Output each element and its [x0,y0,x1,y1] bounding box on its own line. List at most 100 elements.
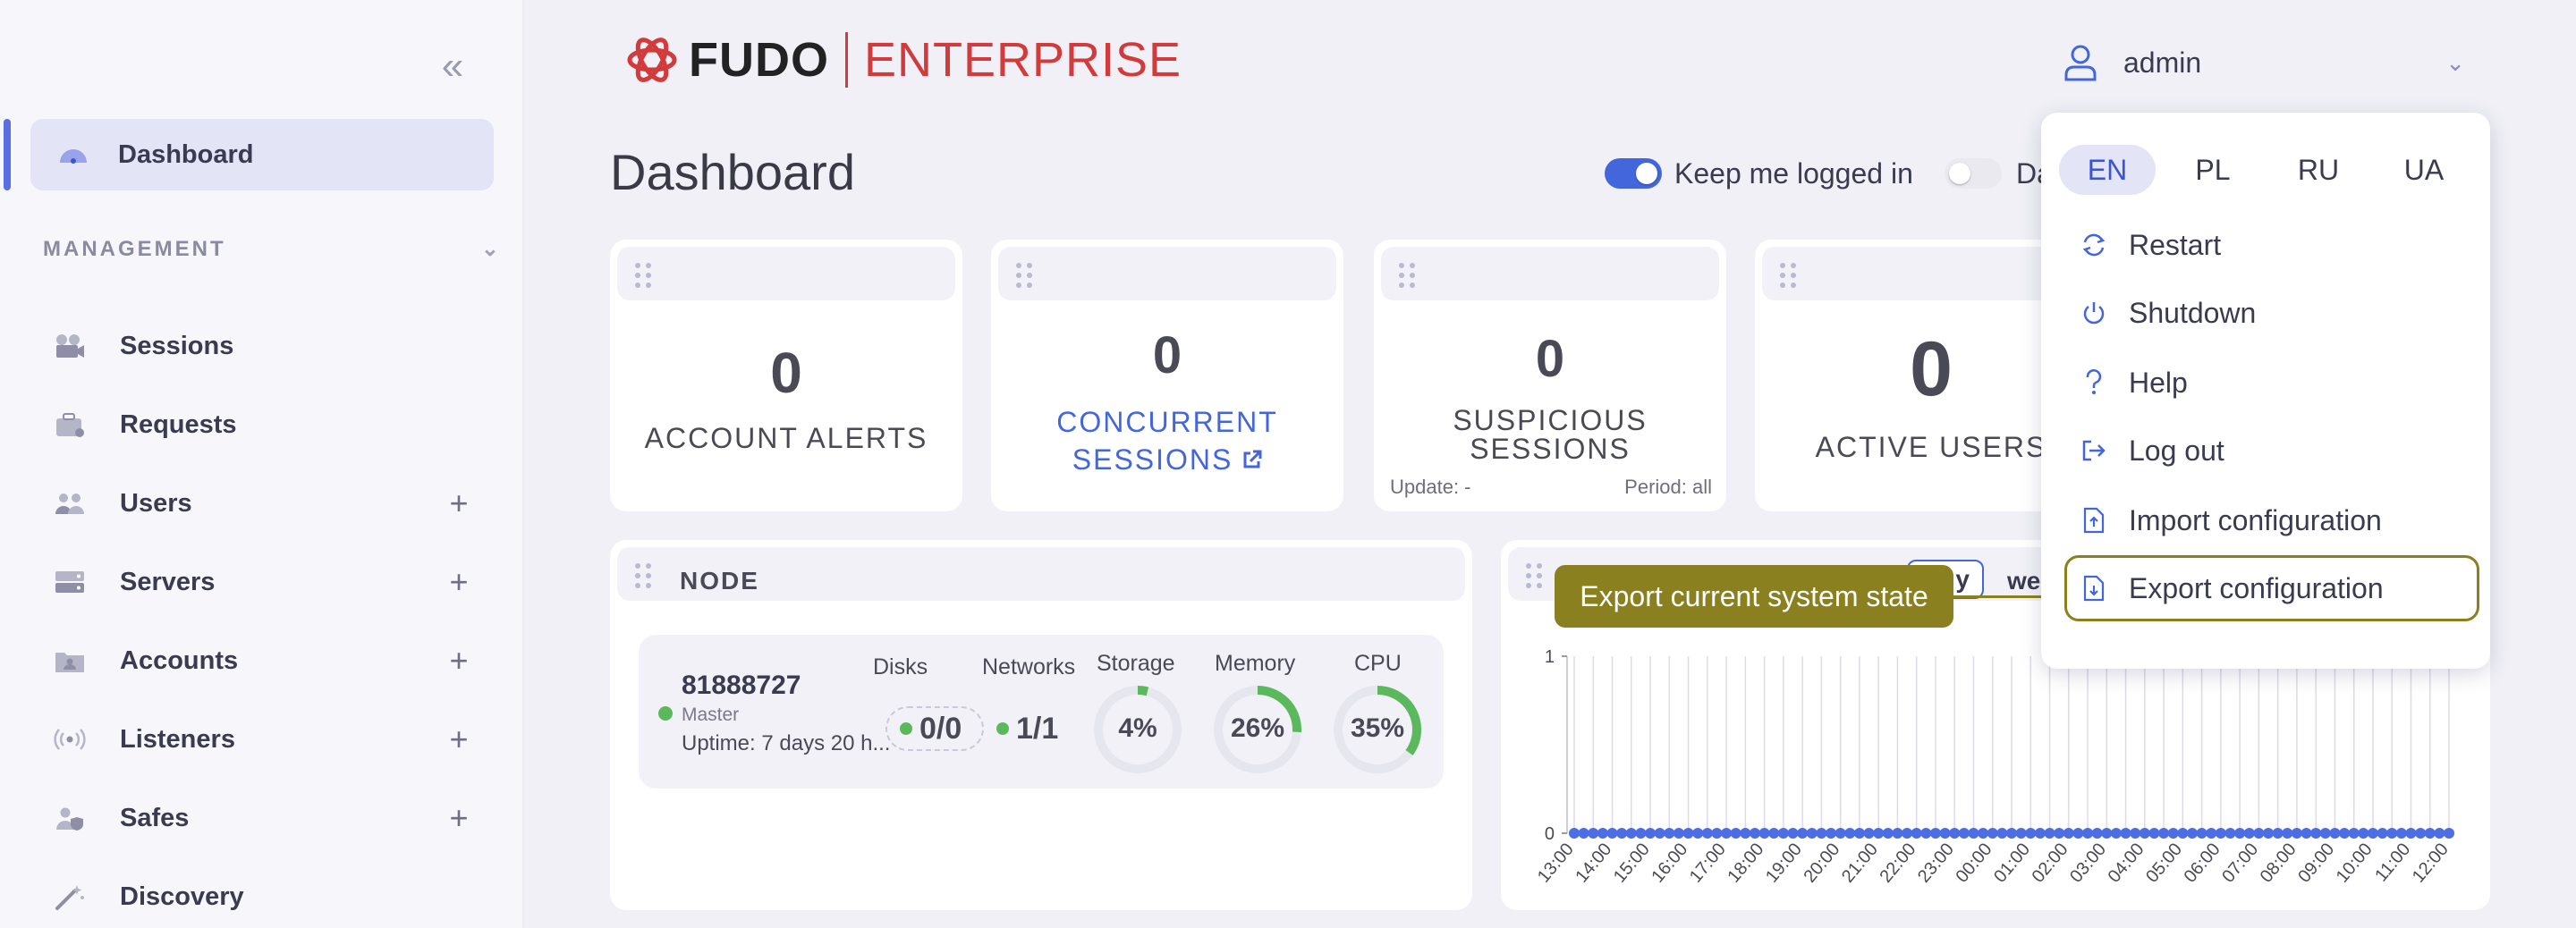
data-point[interactable] [1749,828,1760,839]
data-point[interactable] [2434,828,2445,839]
data-point[interactable] [1911,828,1922,839]
data-point[interactable] [2186,828,2198,839]
data-point[interactable] [1844,828,1856,839]
lang-option-pl[interactable]: PL [2195,153,2231,186]
data-point[interactable] [1635,828,1647,839]
data-point[interactable] [1692,828,1704,839]
data-point[interactable] [1721,828,1733,839]
data-point[interactable] [2291,828,2302,839]
lang-option-ua[interactable]: UA [2403,153,2445,186]
collapse-sidebar-icon[interactable]: « [441,44,464,88]
data-point[interactable] [1958,828,1970,839]
user-menu-trigger[interactable]: admin ⌄ [2063,38,2465,88]
data-point[interactable] [2044,828,2055,839]
lang-option-ru[interactable]: RU [2297,153,2340,186]
drag-handle[interactable] [617,247,955,300]
data-point[interactable] [2072,828,2084,839]
drag-handle[interactable] [998,247,1336,300]
data-point[interactable] [2310,828,2322,839]
data-point[interactable] [2253,828,2265,839]
data-point[interactable] [1882,828,1894,839]
sidebar-item-servers[interactable]: Servers + [52,555,472,609]
data-point[interactable] [2348,828,2360,839]
data-point[interactable] [2243,828,2255,839]
data-point[interactable] [1978,828,1989,839]
data-point[interactable] [1787,828,1799,839]
data-point[interactable] [1673,828,1684,839]
data-point[interactable] [1730,828,1741,839]
lang-option-en[interactable]: EN [2059,145,2156,195]
data-point[interactable] [1654,828,1665,839]
data-point[interactable] [2177,828,2189,839]
data-point[interactable] [1853,828,1865,839]
sidebar-item-discovery[interactable]: Discovery [52,870,472,924]
data-point[interactable] [2386,828,2398,839]
data-point[interactable] [1949,828,1961,839]
data-point[interactable] [1606,828,1618,839]
data-point[interactable] [2319,828,2331,839]
data-point[interactable] [2415,828,2427,839]
data-point[interactable] [2110,828,2122,839]
data-point[interactable] [1597,828,1608,839]
data-point[interactable] [1873,828,1885,839]
data-point[interactable] [2130,828,2141,839]
data-point[interactable] [1806,828,1818,839]
data-point[interactable] [1711,828,1723,839]
menu-item-help[interactable]: Help [2080,356,2456,409]
management-section-header[interactable]: MANAGEMENT ⌄ [43,236,499,262]
data-point[interactable] [1968,828,1979,839]
sidebar-item-listeners[interactable]: Listeners + [52,713,472,766]
data-point[interactable] [2148,828,2160,839]
data-point[interactable] [2091,828,2103,839]
add-account-plus-icon[interactable]: + [449,642,469,679]
data-point[interactable] [1616,828,1628,839]
add-safe-plus-icon[interactable]: + [449,799,469,836]
add-user-plus-icon[interactable]: + [449,485,469,521]
data-point[interactable] [1939,828,1951,839]
data-point[interactable] [1740,828,1751,839]
data-point[interactable] [1682,828,1694,839]
data-point[interactable] [1664,828,1675,839]
data-point[interactable] [2444,828,2454,839]
data-point[interactable] [2282,828,2293,839]
sidebar-item-requests[interactable]: Requests [52,398,472,451]
data-point[interactable] [1816,828,1827,839]
data-point[interactable] [1645,828,1657,839]
data-point[interactable] [2015,828,2027,839]
data-point[interactable] [1625,828,1637,839]
menu-item-shutdown[interactable]: Shutdown [2080,286,2456,340]
data-point[interactable] [1920,828,1932,839]
data-point[interactable] [2063,828,2074,839]
data-point[interactable] [2224,828,2236,839]
sidebar-item-safes[interactable]: Safes + [52,791,472,845]
data-point[interactable] [2367,828,2378,839]
data-point[interactable] [2395,828,2407,839]
fudo-logo[interactable]: FUDO ENTERPRISE [624,30,1182,89]
add-listener-plus-icon[interactable]: + [449,721,469,757]
data-point[interactable] [1768,828,1780,839]
data-point[interactable] [2377,828,2388,839]
add-server-plus-icon[interactable]: + [449,563,469,600]
concurrent-sessions-link[interactable]: CONCURRENT SESSIONS [991,402,1343,479]
data-point[interactable] [1758,828,1770,839]
data-point[interactable] [1835,828,1846,839]
data-point[interactable] [1987,828,1998,839]
menu-item-import-configuration[interactable]: Import configuration [2080,494,2456,547]
data-point[interactable] [1777,828,1789,839]
data-point[interactable] [2272,828,2284,839]
keep-logged-in-toggle[interactable] [1605,158,1662,189]
data-point[interactable] [1929,828,1941,839]
data-point[interactable] [2025,828,2037,839]
sidebar-item-accounts[interactable]: Accounts + [52,634,472,688]
sidebar-item-sessions[interactable]: Sessions [52,319,472,373]
data-point[interactable] [2424,828,2436,839]
data-point[interactable] [2358,828,2369,839]
data-point[interactable] [2006,828,2017,839]
menu-item-logout[interactable]: Log out [2080,424,2456,477]
data-point[interactable] [2263,828,2275,839]
data-point[interactable] [2329,828,2341,839]
data-point[interactable] [2139,828,2150,839]
drag-handle[interactable] [1381,247,1719,300]
data-point[interactable] [2405,828,2417,839]
node-row[interactable]: 81888727 Master Uptime: 7 days 20 h... D… [639,635,1444,789]
